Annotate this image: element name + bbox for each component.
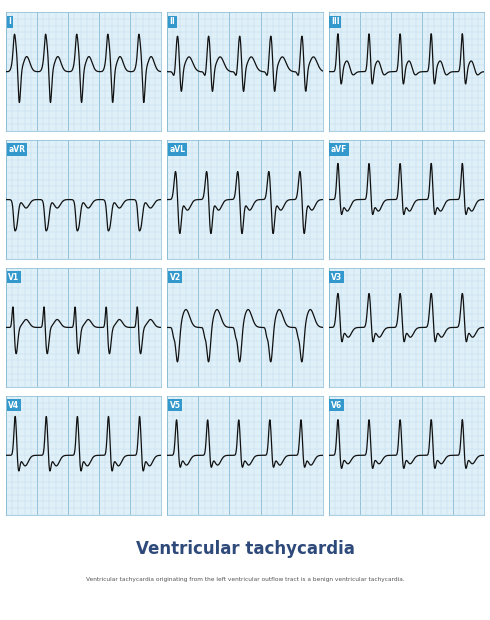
Text: III: III: [331, 17, 340, 26]
Text: Ventricular tachycardia: Ventricular tachycardia: [136, 539, 354, 558]
Text: V2: V2: [170, 273, 181, 282]
Text: V1: V1: [8, 273, 19, 282]
Text: I: I: [8, 17, 11, 26]
Text: aVL: aVL: [170, 145, 186, 154]
Text: V5: V5: [170, 401, 181, 410]
Text: aVF: aVF: [331, 145, 347, 154]
Text: II: II: [170, 17, 175, 26]
Text: V3: V3: [331, 273, 342, 282]
Text: Ventricular tachycardia originating from the left ventricular outflow tract is a: Ventricular tachycardia originating from…: [86, 577, 404, 582]
Text: aVR: aVR: [8, 145, 25, 154]
Text: V4: V4: [8, 401, 19, 410]
Text: V6: V6: [331, 401, 342, 410]
